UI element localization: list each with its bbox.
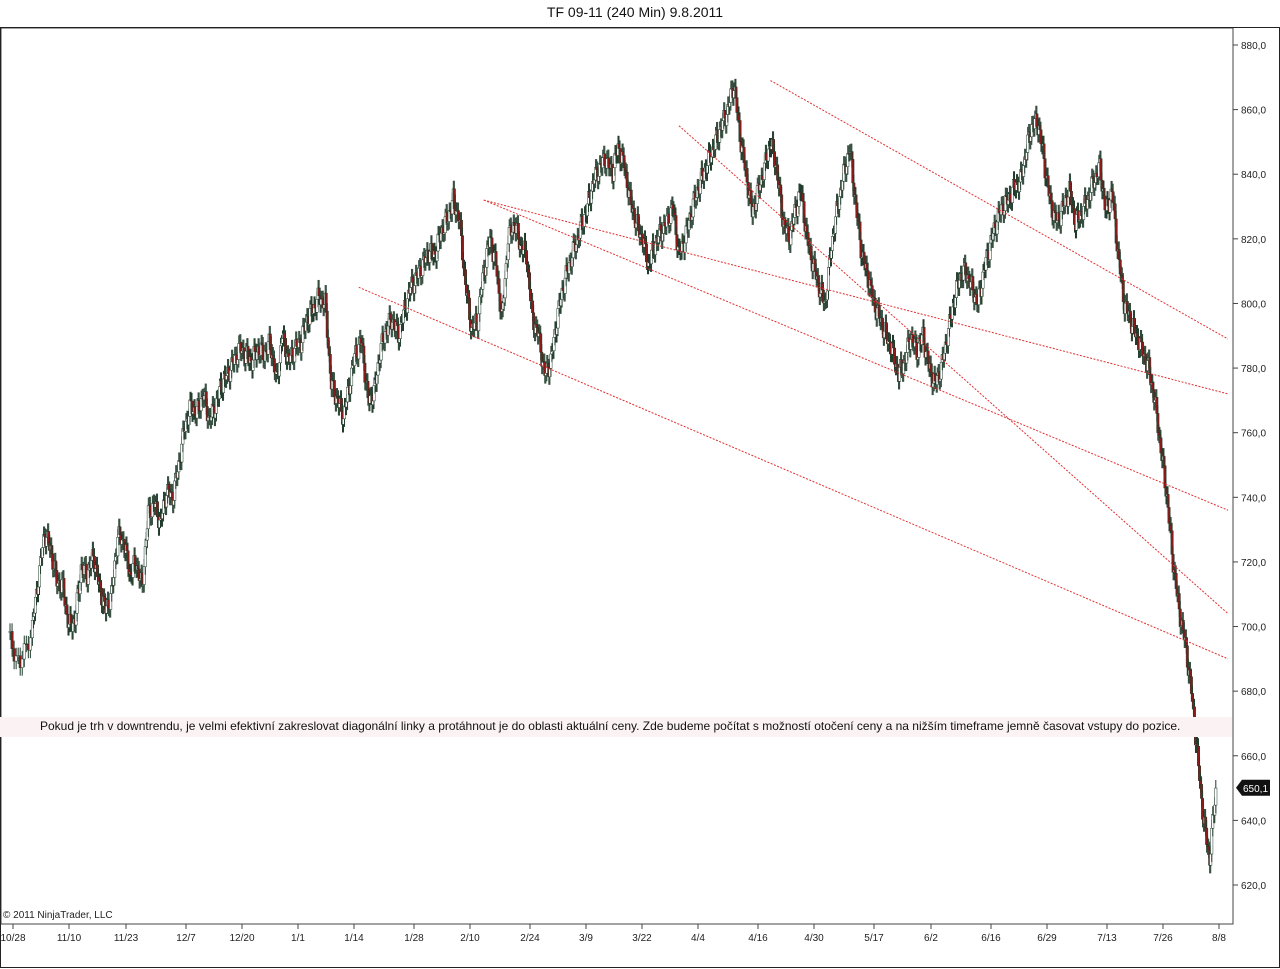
trendline [770, 80, 1229, 340]
chart-title: TF 09-11 (240 Min) 9.8.2011 [546, 4, 724, 20]
x-tick-label: 5/17 [864, 933, 884, 944]
x-tick-label: 1/28 [404, 933, 424, 944]
y-tick-label: 780,0 [1241, 364, 1266, 375]
trendline [483, 199, 1229, 511]
trendlines [358, 80, 1229, 660]
x-tick-label: 1/14 [344, 933, 364, 944]
y-tick-label: 700,0 [1241, 623, 1266, 634]
plot-area [0, 27, 1234, 925]
candle-up [20, 658, 24, 668]
price-axis: 880,0 860,0 840,0 820,0 800,0 780,0 760,0 740,0… [1233, 41, 1266, 892]
x-tick-label: 1/1 [291, 933, 305, 944]
annotation-band [0, 717, 1232, 737]
x-tick-label: 8/8 [1212, 933, 1226, 944]
y-tick-label: 740,0 [1241, 493, 1266, 504]
copyright-notice: © 2011 NinjaTrader, LLC [3, 910, 113, 921]
candle-down [12, 648, 16, 662]
last-price-marker: 650,1 [1236, 779, 1270, 796]
x-tick-label: 11/10 [57, 933, 82, 944]
candle-up [14, 655, 18, 662]
y-tick-label: 720,0 [1241, 558, 1266, 569]
x-tick-label: 4/30 [804, 933, 824, 944]
y-tick-label: 760,0 [1241, 429, 1266, 440]
y-tick-label: 620,0 [1241, 881, 1266, 892]
candle-up [28, 637, 32, 651]
trendline [483, 199, 1229, 395]
x-tick-label: 11/23 [114, 933, 139, 944]
y-tick-label: 800,0 [1241, 299, 1266, 310]
x-tick-label: 7/26 [1153, 933, 1173, 944]
annotation-text: Pokud je trh v downtrendu, je velmi efek… [40, 719, 1181, 733]
trendline [358, 286, 1229, 660]
x-tick-label: 6/2 [924, 933, 938, 944]
y-tick-label: 680,0 [1241, 687, 1266, 698]
last-price-box [1236, 779, 1270, 796]
y-tick-label: 880,0 [1241, 41, 1266, 52]
candle-up [1214, 787, 1218, 806]
y-tick-label: 840,0 [1241, 170, 1266, 181]
time-axis: 10/28 11/10 11/23 12/7 12/20 1/1 1/14 1/28 2/10 2… [0, 924, 1226, 944]
y-tick-label: 660,0 [1241, 752, 1266, 763]
y-tick-label: 820,0 [1241, 235, 1266, 246]
x-tick-label: 12/7 [176, 933, 196, 944]
x-tick-label: 4/4 [691, 933, 705, 944]
x-tick-label: 7/13 [1097, 933, 1117, 944]
price-series [8, 78, 1218, 874]
last-price-label: 650,1 [1243, 784, 1268, 795]
x-tick-label: 3/22 [632, 933, 652, 944]
x-tick-label: 2/24 [520, 933, 540, 944]
y-tick-label: 860,0 [1241, 106, 1266, 117]
candle-down [10, 631, 14, 649]
y-tick-label: 640,0 [1241, 816, 1266, 827]
x-tick-label: 3/9 [579, 933, 593, 944]
candle-up [22, 643, 26, 660]
x-tick-label: 6/16 [981, 933, 1001, 944]
x-tick-label: 10/28 [0, 933, 25, 944]
x-tick-label: 12/20 [229, 933, 254, 944]
x-tick-label: 4/16 [748, 933, 768, 944]
x-tick-label: 2/10 [460, 933, 480, 944]
x-tick-label: 6/29 [1037, 933, 1057, 944]
